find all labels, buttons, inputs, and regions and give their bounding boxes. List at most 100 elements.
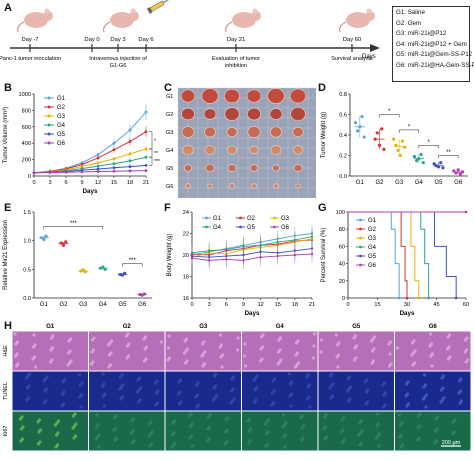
mouse-icon	[339, 8, 375, 33]
histology-texture	[74, 422, 78, 426]
x-tick-label: 45	[433, 302, 439, 308]
data-point-g4	[293, 238, 297, 242]
histology-texture	[465, 336, 469, 340]
data-point-g6	[142, 292, 146, 296]
y-tick-label: 0.4	[339, 133, 347, 139]
histology-row-label-1: TUNEL	[3, 382, 9, 400]
tumor-photo	[247, 126, 261, 138]
photo-row-label-g3: G3	[166, 130, 173, 136]
histology-texture	[247, 417, 252, 421]
data-point-g4	[144, 155, 148, 159]
histology-col-label-g2: G2	[123, 324, 132, 330]
histology-texture	[430, 364, 434, 368]
histology-texture	[300, 414, 305, 418]
histology-texture	[208, 413, 212, 417]
histology-texture	[96, 423, 100, 427]
y-tick-label: 1.5	[23, 210, 31, 216]
histology-texture	[97, 433, 101, 437]
tumor-photo	[247, 107, 261, 121]
histology-image	[395, 411, 471, 451]
data-point-g3	[400, 139, 405, 143]
data-point-g4	[419, 152, 423, 157]
tumor-photo	[182, 144, 194, 156]
tumor-photo	[224, 107, 240, 121]
sig-bracket	[149, 156, 153, 166]
sig-label: *	[427, 140, 430, 146]
legend-g2: G2: Gem	[396, 19, 422, 27]
histology-texture	[120, 373, 124, 377]
histology-texture	[220, 365, 224, 369]
histology-texture	[464, 348, 469, 352]
histology-texture	[185, 359, 189, 363]
histology-texture	[95, 413, 99, 417]
histology-texture	[68, 337, 73, 341]
histology-texture	[220, 353, 225, 357]
x-tick-label: 30	[404, 302, 410, 308]
histology-texture	[418, 412, 422, 416]
histology-image	[12, 411, 88, 451]
tumor-photo	[246, 89, 262, 103]
panel-label-g: G	[318, 202, 327, 214]
histology-texture	[137, 376, 142, 380]
histology-texture	[13, 332, 17, 336]
histology-texture	[231, 387, 235, 391]
histology-col-label-g3: G3	[199, 324, 208, 330]
histology-texture	[172, 431, 176, 435]
x-tick-label: 0	[32, 180, 35, 186]
histology-texture	[126, 354, 131, 358]
data-point-g1	[362, 135, 366, 139]
x-tick-label: 15	[111, 180, 117, 186]
histology-texture	[178, 378, 183, 382]
histology-texture	[27, 384, 31, 388]
histology-texture	[405, 392, 410, 396]
histology-texture	[296, 361, 301, 365]
histology-image	[89, 371, 165, 411]
data-point-g6	[32, 171, 36, 175]
histology-texture	[278, 336, 283, 340]
data-point-g6	[80, 170, 84, 174]
x-tick-label: 21	[143, 180, 149, 186]
y-tick-label: 100	[336, 210, 345, 216]
legend-label-g6: G6	[368, 263, 377, 269]
legend-marker	[47, 96, 51, 100]
mouse-icon	[225, 8, 261, 33]
sig-bracket	[418, 145, 439, 149]
histology-texture	[91, 360, 95, 364]
legend-label-g3: G3	[57, 114, 66, 120]
legend-label-g4: G4	[213, 225, 222, 231]
histology-texture	[348, 385, 353, 389]
histology-texture	[375, 412, 380, 416]
legend-label-g3: G3	[281, 216, 290, 222]
legend-label-g4: G4	[368, 245, 377, 251]
sig-bracket	[379, 114, 400, 118]
data-point-g4	[421, 161, 425, 165]
histology-image	[89, 331, 165, 371]
sig-label: **	[154, 151, 158, 157]
histology-texture	[50, 346, 55, 350]
histology-texture	[62, 390, 66, 394]
histology-texture	[68, 349, 72, 353]
data-point-g1	[356, 129, 360, 133]
timeline-event-label: Survival analysis	[331, 56, 373, 62]
histology-texture	[79, 405, 83, 409]
y-tick-label: 20	[339, 279, 345, 285]
data-point-g4	[128, 159, 132, 163]
histology-texture	[235, 348, 240, 352]
data-point-g1	[96, 153, 100, 157]
histology-texture	[371, 359, 376, 363]
histology-texture	[113, 426, 118, 430]
data-point-g1	[128, 128, 132, 132]
histology-texture	[430, 352, 435, 356]
data-point-g1	[360, 114, 364, 119]
x-tick-label: 12	[257, 302, 263, 308]
photo-row-label-g6: G6	[166, 184, 173, 190]
tumor-photo	[181, 126, 195, 138]
histology-texture	[21, 425, 25, 429]
histology-row-label-2: Ki67	[3, 425, 9, 436]
histology-texture	[289, 404, 293, 408]
data-point-g3	[128, 152, 132, 156]
legend-g6: G6: miR-21i@HA-Gem-SS-P12	[396, 61, 474, 69]
timeline-diagram: Days Day -7 Panc-1 tumor inoculation Day 0…	[0, 0, 380, 69]
legend-label-g3: G3	[368, 236, 377, 242]
histology-texture	[32, 355, 37, 359]
